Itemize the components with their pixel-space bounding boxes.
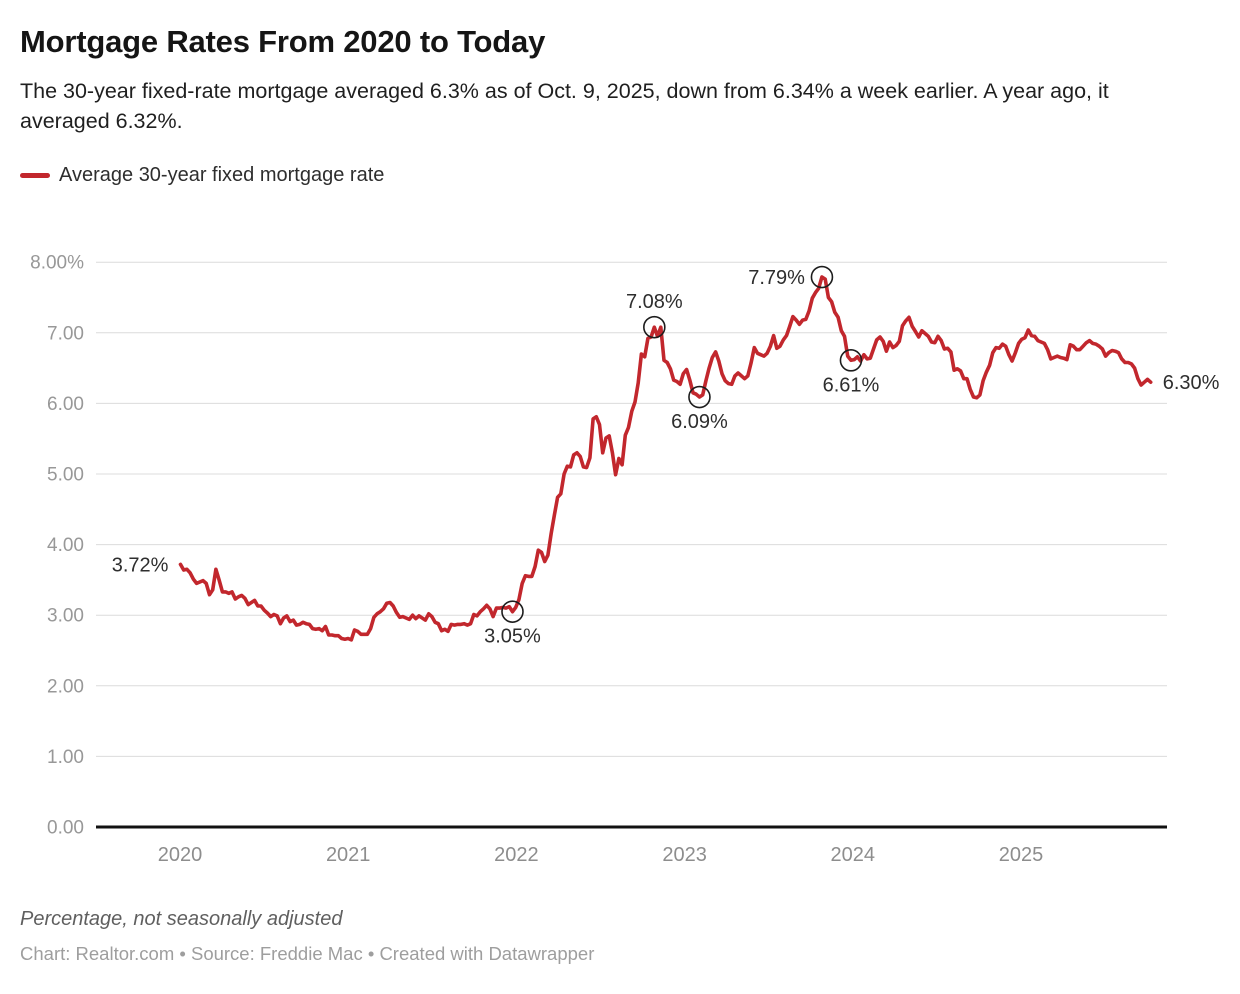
y-tick-label: 5.00	[47, 465, 84, 486]
annotation-label: 7.08%	[626, 291, 683, 313]
annotation-marker	[688, 385, 711, 409]
legend-line-swatch	[20, 172, 50, 178]
y-tick-label: 6.00	[47, 394, 84, 415]
y-tick-label: 3.00	[47, 606, 84, 627]
legend: Average 30-year fixed mortgage rate	[20, 164, 1220, 187]
annotation-label: 6.61%	[823, 374, 880, 396]
annotation-label: 7.79%	[748, 267, 805, 289]
chart-footer: Percentage, not seasonally adjusted Char…	[20, 908, 594, 965]
rate-line-series	[178, 275, 1153, 642]
y-tick-label: 0.00	[47, 818, 84, 839]
chart-credit: Chart: Realtor.com • Source: Freddie Mac…	[20, 943, 595, 964]
x-tick-label: 2025	[999, 844, 1044, 866]
annotation-label: 3.72%	[112, 554, 169, 576]
x-tick-label: 2023	[662, 844, 707, 866]
chart-title: Mortgage Rates From 2020 to Today	[20, 24, 546, 59]
y-tick-label: 4.00	[47, 535, 84, 556]
x-tick-label: 2024	[831, 844, 876, 866]
annotation-marker	[839, 349, 863, 372]
y-tick-label: 8.00%	[30, 253, 84, 274]
annotation-marker	[810, 265, 834, 289]
annotation-label: 3.05%	[484, 626, 541, 648]
annotation-label: 6.09%	[671, 411, 728, 433]
chart-subtitle: The 30-year fixed-rate mortgage averaged…	[20, 78, 1109, 134]
y-tick-label: 1.00	[47, 747, 84, 768]
y-tick-label: 2.00	[47, 676, 84, 697]
chart-note: Percentage, not seasonally adjusted	[20, 908, 343, 930]
annotation-marker	[501, 600, 524, 623]
annotation-marker	[643, 315, 666, 339]
x-tick-label: 2021	[326, 844, 371, 866]
chart-header: Mortgage Rates From 2020 to Today The 30…	[0, 0, 1240, 187]
annotation-label: 6.30%	[1163, 372, 1220, 394]
legend-label: Average 30-year fixed mortgage rate	[59, 163, 385, 186]
y-tick-label: 7.00	[47, 323, 84, 344]
x-tick-label: 2020	[158, 844, 203, 866]
x-tick-label: 2022	[494, 844, 539, 866]
